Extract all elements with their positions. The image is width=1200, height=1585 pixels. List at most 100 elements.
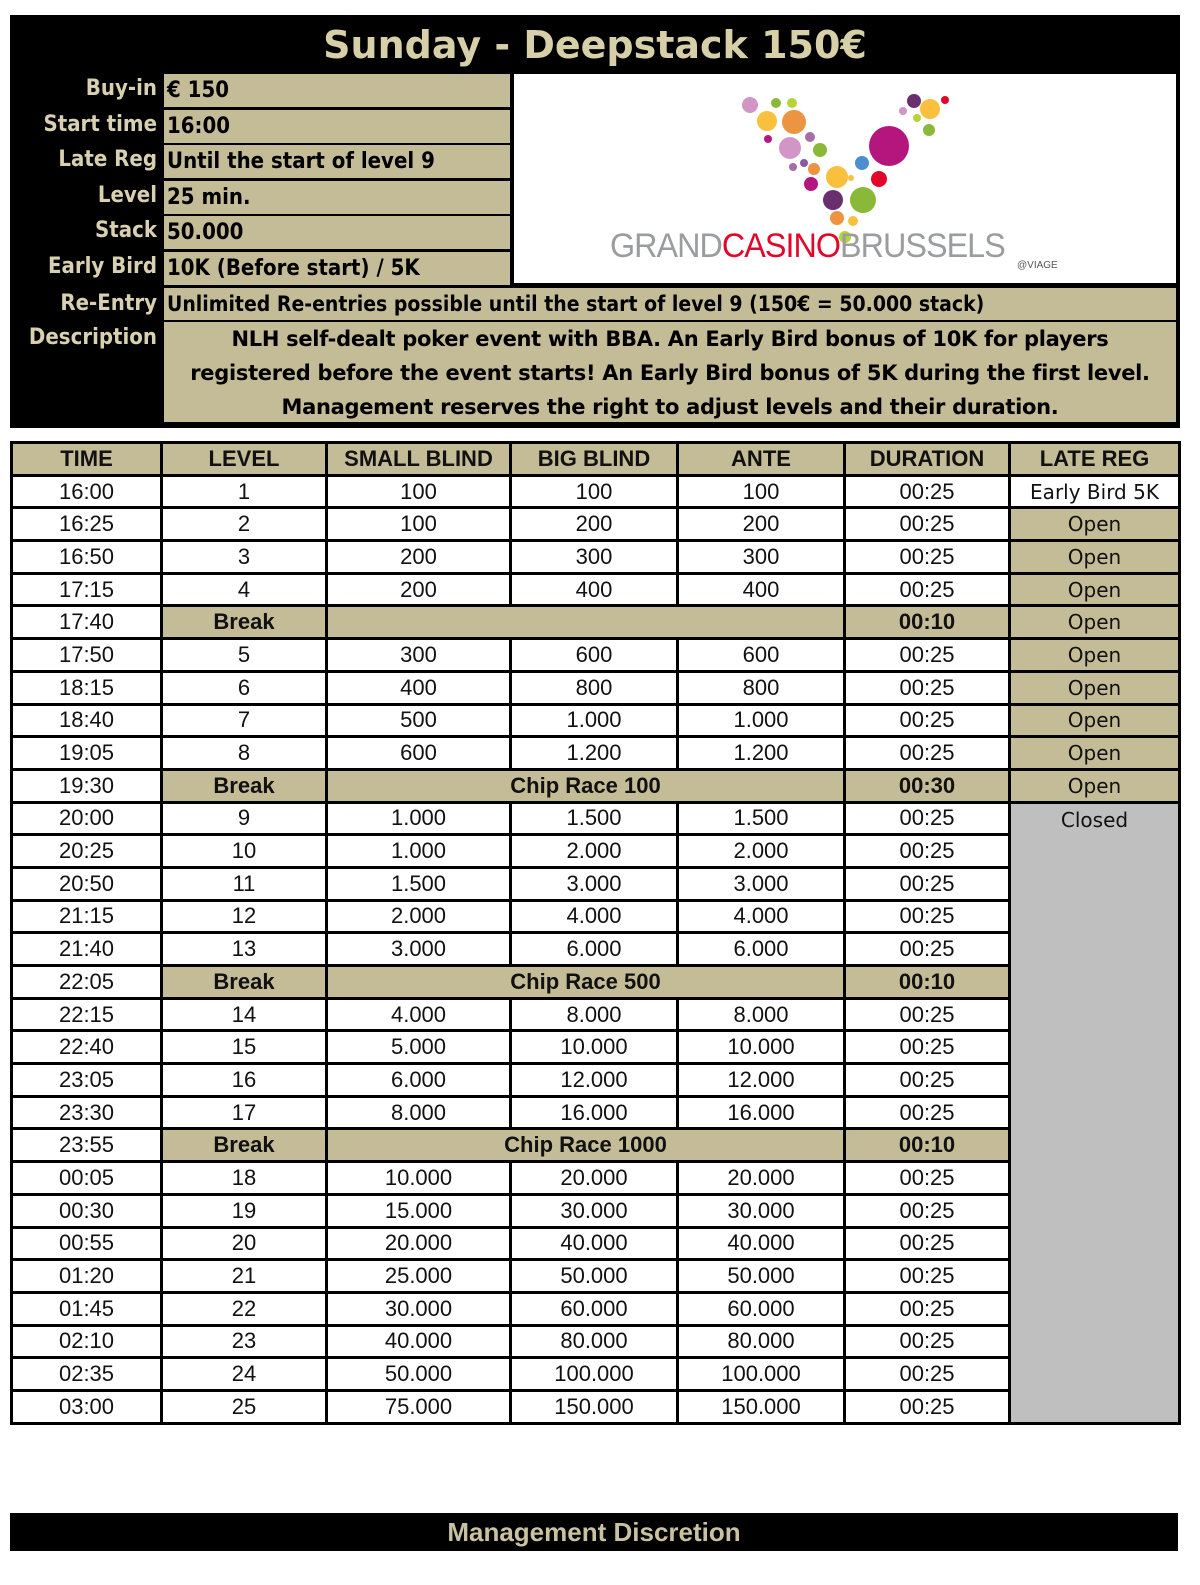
time-cell: 18:40 [10,702,163,739]
table-row: 00:05 18 10.000 20.000 20.000 00:25 [10,1160,1180,1196]
small-blind-cell: 40.000 [325,1323,512,1360]
time-cell: 17:50 [10,637,163,673]
duration-cell: 00:25 [843,506,1011,543]
column-header: ANTE [676,441,846,477]
duration-cell: 00:25 [843,1160,1011,1196]
small-blind-cell: 4.000 [325,996,512,1033]
duration-cell: 00:25 [843,996,1011,1033]
break-row: 22:05 Break Chip Race 500 00:10 [10,964,1180,1000]
grand-casino-brussels-logo: GRANDCASINOBRUSSELS @VIAGE [514,74,1176,283]
level-cell: 6 [160,669,328,706]
duration-cell: 00:25 [843,1062,1011,1098]
duration-cell: 00:25 [843,539,1011,575]
ante-cell: 100 [676,473,846,510]
chip-race-note: Chip Race 1000 [325,1127,846,1164]
big-blind-cell: 1.000 [509,702,679,739]
ante-cell: 300 [676,539,846,575]
ante-cell: 600 [676,637,846,673]
level-cell: 11 [160,865,328,902]
duration-cell: 00:30 [843,767,1011,804]
late-reg-cell: Open [1008,539,1181,575]
big-blind-cell: 80.000 [509,1323,679,1360]
level-cell: 12 [160,898,328,935]
column-header: LEVEL [160,441,328,477]
small-blind-cell: 6.000 [325,1062,512,1098]
info-value: 16:00 [164,109,510,143]
ante-cell: 6.000 [676,931,846,967]
big-blind-cell: 3.000 [509,865,679,902]
time-cell: 17:40 [10,604,163,641]
table-row: 20:25 10 1.000 2.000 2.000 00:25 [10,833,1180,869]
small-blind-cell: 50.000 [325,1356,512,1392]
table-row: 17:15 4 200 400 400 00:25 Open [10,571,1181,608]
info-label: Buy-in [85,76,157,101]
big-blind-cell: 100 [509,473,679,510]
info-value: 25 min. [164,180,510,214]
level-cell: 9 [160,800,328,837]
time-cell: 02:35 [10,1356,163,1392]
info-value-text: 25 min. [167,184,251,210]
time-cell: 19:30 [10,767,163,804]
ante-cell: 1.000 [676,702,846,739]
duration-cell: 00:25 [843,865,1011,902]
level-cell: 18 [160,1160,328,1196]
table-row: 01:45 22 30.000 60.000 60.000 00:25 [10,1290,1180,1327]
logo-sub: @VIAGE [1017,260,1058,271]
table-row: 21:40 13 3.000 6.000 6.000 00:25 [10,931,1180,967]
time-cell: 22:15 [10,996,163,1033]
info-value-text: 10K (Before start) / 5K [167,255,420,281]
info-value-text: 16:00 [167,113,231,139]
table-row: 00:30 19 15.000 30.000 30.000 00:25 [10,1192,1180,1229]
ante-cell: 8.000 [676,996,846,1033]
ante-cell: 16.000 [676,1094,846,1131]
duration-cell: 00:25 [843,1323,1011,1360]
small-blind-cell: 500 [325,702,512,739]
ante-cell: 12.000 [676,1062,846,1098]
small-blind-cell: 1.500 [325,865,512,902]
logo-wordmark: GRANDCASINOBRUSSELS [610,227,1006,265]
table-row: 16:00 1 100 100 100 00:25 Early Bird 5K [10,473,1181,510]
page-title: Sunday - Deepstack 150€ [323,23,867,67]
small-blind-cell: 15.000 [325,1192,512,1229]
time-cell: 20:50 [10,865,163,902]
time-cell: 16:50 [10,539,163,575]
break-label: Break [160,604,328,641]
table-row: 18:15 6 400 800 800 00:25 Open [10,669,1181,706]
info-value-text: Until the start of level 9 [167,149,435,174]
big-blind-cell: 300 [509,539,679,575]
time-cell: 21:40 [10,931,163,967]
level-cell: 7 [160,702,328,739]
info-label: Level [97,182,157,208]
info-value: € 150 [164,74,510,107]
big-blind-cell: 1.200 [509,735,679,771]
ante-cell: 10.000 [676,1029,846,1066]
big-blind-cell: 150.000 [509,1388,679,1425]
duration-cell: 00:25 [843,1192,1011,1229]
ante-cell: 150.000 [676,1388,846,1425]
level-cell: 8 [160,735,328,771]
time-cell: 20:25 [10,833,163,869]
late-reg-closed-cell: Closed [1008,800,1181,1425]
table-row: 02:35 24 50.000 100.000 100.000 00:25 [10,1356,1180,1392]
time-cell: 23:55 [10,1127,163,1164]
table-row: 00:55 20 20.000 40.000 40.000 00:25 [10,1225,1180,1262]
reentry-value: Unlimited Re-entries possible until the … [164,288,1176,320]
break-row: 17:40 Break 00:10 Open [10,604,1181,641]
info-label: Stack [94,218,157,243]
big-blind-cell: 2.000 [509,833,679,869]
small-blind-cell: 1.000 [325,833,512,869]
duration-cell: 00:25 [843,571,1011,608]
late-reg-cell: Open [1008,571,1181,608]
table-row: 20:00 9 1.000 1.500 1.500 00:25 Closed [10,800,1181,1425]
ante-cell: 3.000 [676,865,846,902]
info-value: 50.000 [164,216,510,249]
table-row: 19:05 8 600 1.200 1.200 00:25 Open [10,735,1181,771]
break-label: Break [160,964,328,1000]
small-blind-cell: 25.000 [325,1258,512,1294]
time-cell: 16:00 [10,473,163,510]
table-row: 16:50 3 200 300 300 00:25 Open [10,539,1181,575]
column-header: SMALL BLIND [325,441,512,477]
level-cell: 2 [160,506,328,543]
big-blind-cell: 4.000 [509,898,679,935]
time-cell: 22:05 [10,964,163,1000]
